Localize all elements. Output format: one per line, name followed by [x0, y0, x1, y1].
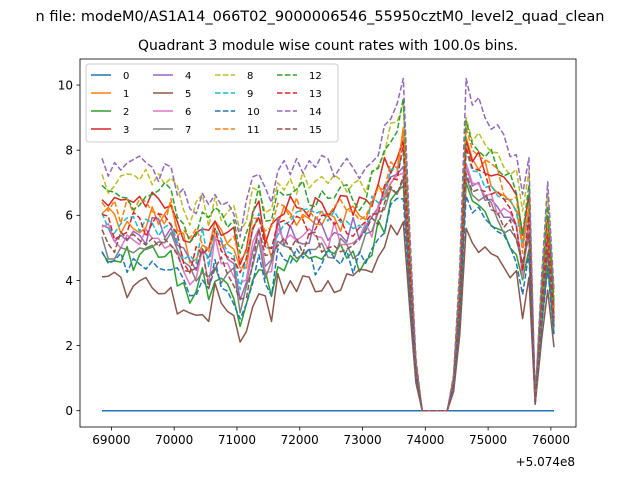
- series-line-12: [101, 97, 555, 412]
- legend-label-14: 14: [309, 107, 322, 118]
- y-tick-label: 2: [65, 339, 73, 353]
- y-tick-label: 6: [65, 209, 73, 223]
- legend-label-12: 12: [309, 71, 322, 82]
- legend-box: [85, 63, 339, 143]
- x-tick-label: 76000: [532, 433, 570, 447]
- legend-label-0: 0: [123, 71, 129, 82]
- legend-label-3: 3: [123, 125, 129, 136]
- x-tick-label: 75000: [469, 433, 507, 447]
- series-line-15: [101, 172, 555, 412]
- y-tick-label: 8: [65, 143, 73, 157]
- x-tick-label: 73000: [343, 433, 381, 447]
- x-tick-label: 70000: [155, 433, 193, 447]
- legend-label-1: 1: [123, 89, 129, 100]
- figure-suptitle: n file: modeM0/AS1A14_066T02_9000006546_…: [36, 9, 605, 25]
- x-offset-label: +5.074e8: [516, 455, 575, 469]
- x-tick-label: 72000: [281, 433, 319, 447]
- y-tick-label: 0: [65, 404, 73, 418]
- series-line-14: [101, 77, 555, 412]
- series-line-5: [101, 221, 555, 412]
- legend-label-13: 13: [309, 89, 322, 100]
- plot-frame: [79, 58, 577, 428]
- series-line-7: [101, 175, 555, 412]
- legend-label-10: 10: [247, 107, 260, 118]
- legend-label-5: 5: [185, 89, 191, 100]
- legend-label-11: 11: [247, 125, 260, 136]
- chart-title: Quadrant 3 module wise count rates with …: [138, 38, 518, 54]
- legend-label-6: 6: [185, 107, 191, 118]
- legend-label-4: 4: [185, 71, 191, 82]
- plot-area: 69000 70000 71000 72000 73000 74000 75000 76000…: [58, 58, 577, 447]
- y-tick-label: 4: [65, 274, 73, 288]
- legend-label-7: 7: [185, 125, 191, 136]
- x-tick-label: 74000: [406, 433, 444, 447]
- y-tick-label: 10: [58, 78, 73, 92]
- series-line-4: [101, 165, 555, 412]
- series-line-13: [101, 142, 555, 412]
- x-tick-label: 71000: [218, 433, 256, 447]
- x-tick-label: 69000: [92, 433, 130, 447]
- legend-label-9: 9: [247, 89, 253, 100]
- series-line-8: [101, 103, 555, 412]
- legend-label-15: 15: [309, 125, 322, 136]
- legend-label-8: 8: [247, 71, 253, 82]
- series-line-9: [101, 149, 555, 412]
- series-line-2: [101, 182, 555, 412]
- legend-label-2: 2: [123, 107, 129, 118]
